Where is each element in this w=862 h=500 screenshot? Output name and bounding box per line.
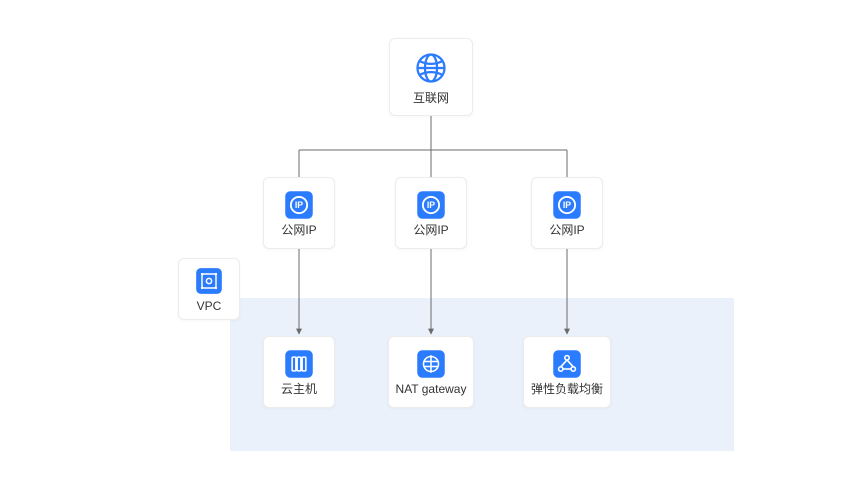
public-ip-label: 公网IP [281, 224, 316, 237]
globe-icon [413, 50, 449, 86]
vpc-node: VPC [178, 258, 240, 320]
ip-badge-icon [284, 190, 314, 220]
elb-label: 弹性负载均衡 [531, 383, 603, 396]
internet-node: 互联网 [389, 38, 473, 116]
ecs-label: 云主机 [281, 383, 317, 396]
ip-badge-icon [552, 190, 582, 220]
vpc-icon [194, 267, 224, 296]
nat-label: NAT gateway [396, 383, 467, 396]
lb-icon [552, 349, 582, 379]
public-ip-node-3: 公网IP [531, 177, 603, 249]
public-ip-node-1: 公网IP [263, 177, 335, 249]
public-ip-node-2: 公网IP [395, 177, 467, 249]
internet-label: 互联网 [413, 92, 449, 105]
public-ip-label: 公网IP [549, 224, 584, 237]
vpc-label: VPC [197, 300, 222, 313]
nat-icon [416, 349, 446, 379]
servers-icon [284, 349, 314, 379]
public-ip-label: 公网IP [413, 224, 448, 237]
nat-node: NAT gateway [388, 336, 474, 408]
ip-badge-icon [416, 190, 446, 220]
ecs-node: 云主机 [263, 336, 335, 408]
elb-node: 弹性负载均衡 [523, 336, 611, 408]
